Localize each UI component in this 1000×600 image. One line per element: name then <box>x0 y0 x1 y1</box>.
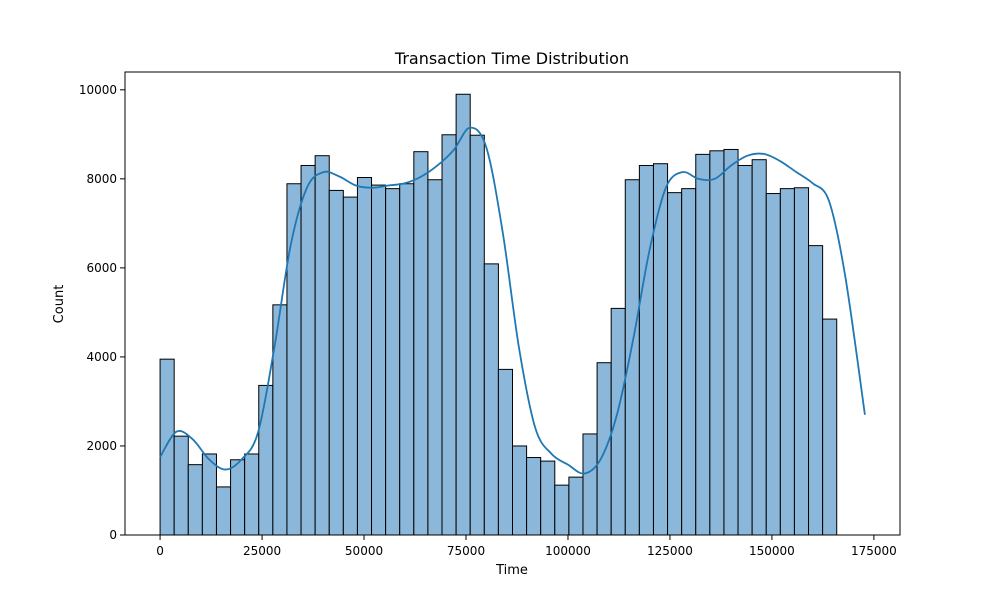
histogram-bar <box>681 188 697 536</box>
chart-title: Transaction Time Distribution <box>394 49 629 68</box>
y-axis-ticks: 0 2000 4000 6000 8000 10000 <box>79 83 125 542</box>
histogram-bar <box>652 163 669 536</box>
histogram-bar <box>737 164 753 536</box>
histogram-bar <box>808 245 824 536</box>
x-tick-label: 25000 <box>243 544 281 558</box>
histogram-bar <box>667 192 683 536</box>
histogram-bar <box>342 196 358 536</box>
x-tick-label: 100000 <box>545 544 591 558</box>
histogram-bar <box>300 164 316 536</box>
histogram-bar <box>159 358 175 536</box>
y-tick-label: 8000 <box>86 172 117 186</box>
histogram-bar <box>540 460 556 536</box>
histogram-bar <box>399 183 415 536</box>
histogram-bar <box>455 93 471 536</box>
histogram-bar <box>328 189 344 536</box>
x-tick-label: 125000 <box>647 544 693 558</box>
histogram-bar <box>568 476 584 536</box>
x-axis-ticks: 0 25000 50000 75000 100000 125000 150000 175000 <box>156 535 897 558</box>
histogram-bar <box>822 318 838 536</box>
histogram-bar <box>497 368 514 536</box>
histogram-bar <box>215 486 232 536</box>
histogram-bar <box>201 453 217 536</box>
histogram-bar <box>512 445 528 536</box>
histogram-bar <box>695 153 711 536</box>
histogram-bar <box>413 151 429 536</box>
histogram-bar <box>258 384 274 536</box>
histogram-bar <box>526 457 542 536</box>
y-axis-label: Count <box>52 285 67 324</box>
y-tick-label: 6000 <box>86 261 117 275</box>
histogram-bar <box>624 179 640 536</box>
histogram-bar <box>187 464 203 536</box>
x-tick-label: 75000 <box>447 544 485 558</box>
histogram-bar <box>441 134 457 536</box>
histogram-bar <box>709 150 725 536</box>
histogram-bar <box>793 187 810 536</box>
histogram-bar <box>483 263 499 536</box>
histogram-bar <box>582 433 598 536</box>
histogram-bar <box>554 484 570 536</box>
x-axis-label: Time <box>495 563 528 578</box>
histogram-bar <box>610 307 626 536</box>
histogram-bar <box>314 155 330 536</box>
plot-frame <box>124 71 901 536</box>
histogram-bar <box>230 459 246 536</box>
histogram-bar <box>779 188 795 536</box>
x-tick-label: 175000 <box>851 544 897 558</box>
x-tick-label: 0 <box>156 544 164 558</box>
histogram-bar <box>356 177 373 536</box>
y-tick-label: 4000 <box>86 350 117 364</box>
histogram-bar <box>173 435 189 536</box>
y-tick-label: 0 <box>109 528 117 542</box>
histogram-bar <box>723 148 739 536</box>
kde-curve <box>159 126 866 475</box>
histogram-bar <box>638 164 654 536</box>
histogram-bar <box>469 134 485 536</box>
x-tick-label: 50000 <box>345 544 383 558</box>
histogram-bar <box>286 183 302 536</box>
y-tick-label: 10000 <box>79 83 117 97</box>
histogram-bar <box>427 179 443 536</box>
histogram-bar <box>765 193 781 536</box>
histogram-bar <box>596 362 612 536</box>
y-tick-label: 2000 <box>86 439 117 453</box>
histogram-bar <box>244 453 260 536</box>
histogram-bar <box>385 188 401 536</box>
histogram-bar <box>371 184 387 536</box>
histogram-bar <box>751 159 767 536</box>
x-tick-label: 150000 <box>749 544 795 558</box>
histogram-bars <box>159 93 838 536</box>
